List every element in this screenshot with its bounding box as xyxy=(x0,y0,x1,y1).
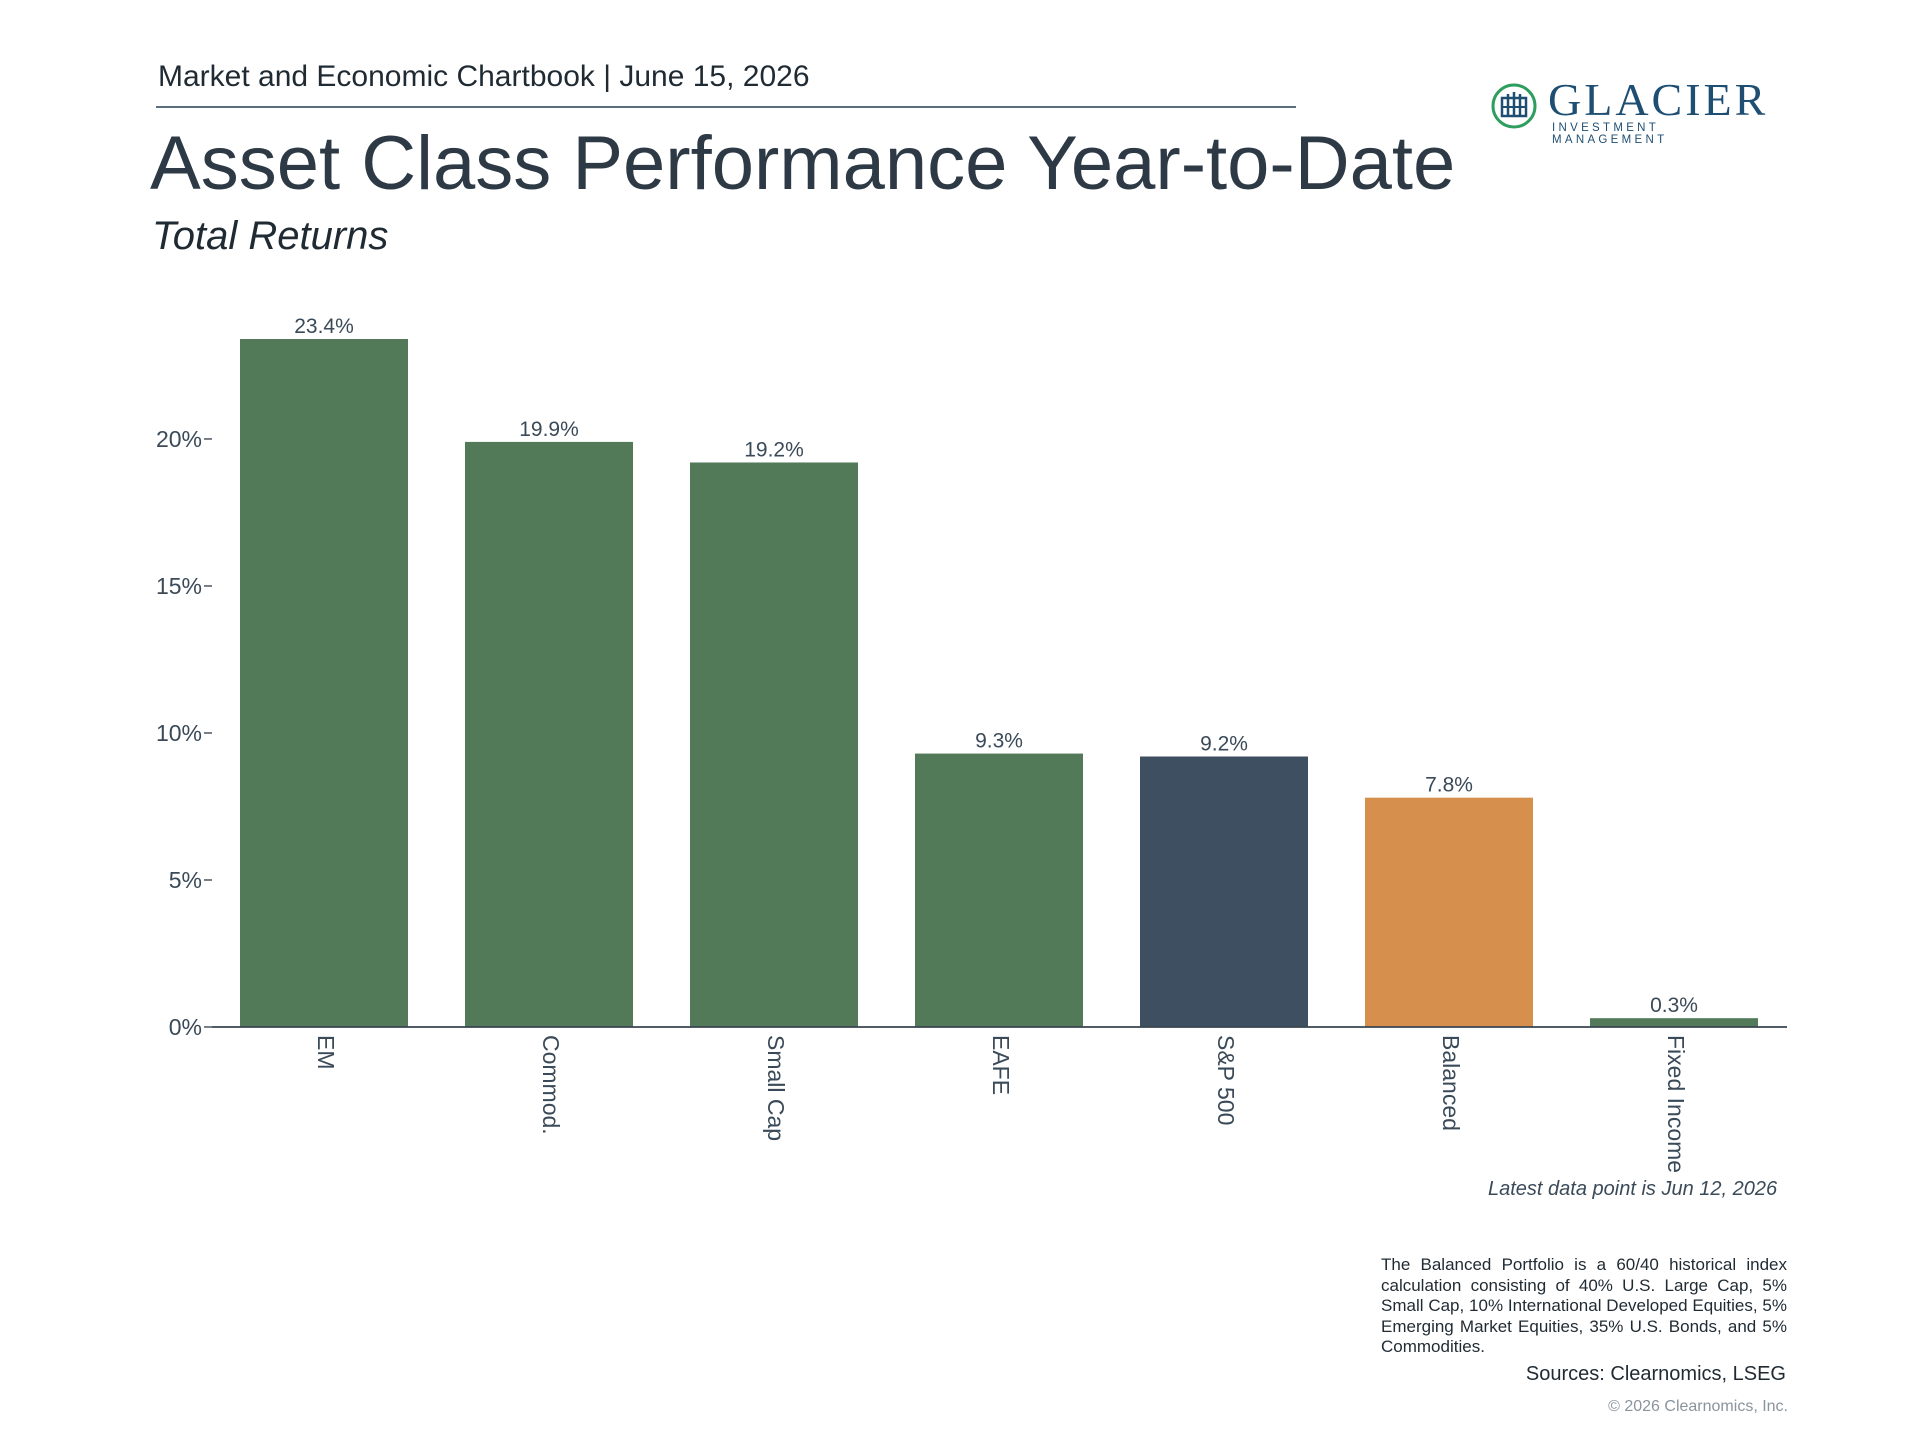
x-category-label: Fixed Income xyxy=(1663,1035,1689,1173)
bar xyxy=(1140,756,1308,1027)
x-category-label: EAFE xyxy=(988,1035,1014,1095)
bar xyxy=(690,462,858,1027)
y-tick-label: 20% xyxy=(156,426,202,452)
glacier-logo: GLACIER INVESTMENT MANAGEMENT xyxy=(1490,76,1765,146)
bar-value-label: 9.3% xyxy=(975,730,1023,753)
bar-value-label: 19.9% xyxy=(519,418,579,441)
y-tick-label: 10% xyxy=(156,720,202,746)
bar xyxy=(1365,797,1533,1027)
bar xyxy=(915,753,1083,1027)
sources-note: Sources: Clearnomics, LSEG xyxy=(1525,1363,1786,1385)
x-category-label: EM xyxy=(313,1035,339,1070)
glacier-logo-icon xyxy=(1491,83,1537,129)
bar xyxy=(240,339,408,1027)
bar-value-label: 7.8% xyxy=(1425,774,1473,797)
x-category-label: Commod. xyxy=(538,1035,564,1135)
y-tick-label: 15% xyxy=(156,573,202,599)
bar-value-label: 19.2% xyxy=(744,438,804,461)
page-title: Asset Class Performance Year-to-Date xyxy=(150,121,1456,206)
copyright-note: © 2026 Clearnomics, Inc. xyxy=(1608,1398,1788,1415)
y-tick-label: 5% xyxy=(169,867,202,893)
bar-value-label: 0.3% xyxy=(1650,994,1698,1017)
balanced-portfolio-footnote: The Balanced Portfolio is a 60/40 histor… xyxy=(1381,1255,1787,1356)
x-category-label: Small Cap xyxy=(763,1035,789,1141)
bar-value-label: 9.2% xyxy=(1200,733,1248,756)
latest-data-note: Latest data point is Jun 12, 2026 xyxy=(1488,1178,1778,1200)
chartbook-header: Market and Economic Chartbook | June 15,… xyxy=(158,60,810,93)
x-category-label: S&P 500 xyxy=(1213,1035,1239,1125)
bar-chart: 0% 5% 10% 15% 20% 23.4% EM 19.9% Commod. 19.2% Sma… xyxy=(156,315,1787,1173)
bar xyxy=(1590,1018,1758,1027)
bar-value-label: 23.4% xyxy=(294,315,354,338)
bar xyxy=(465,441,633,1027)
x-category-label: Balanced xyxy=(1438,1035,1464,1131)
y-tick-label: 0% xyxy=(169,1014,202,1040)
page-subtitle: Total Returns xyxy=(152,214,389,258)
logo-name: GLACIER xyxy=(1548,74,1769,125)
header-divider xyxy=(156,106,1296,108)
logo-tagline: INVESTMENT MANAGEMENT xyxy=(1552,122,1668,146)
